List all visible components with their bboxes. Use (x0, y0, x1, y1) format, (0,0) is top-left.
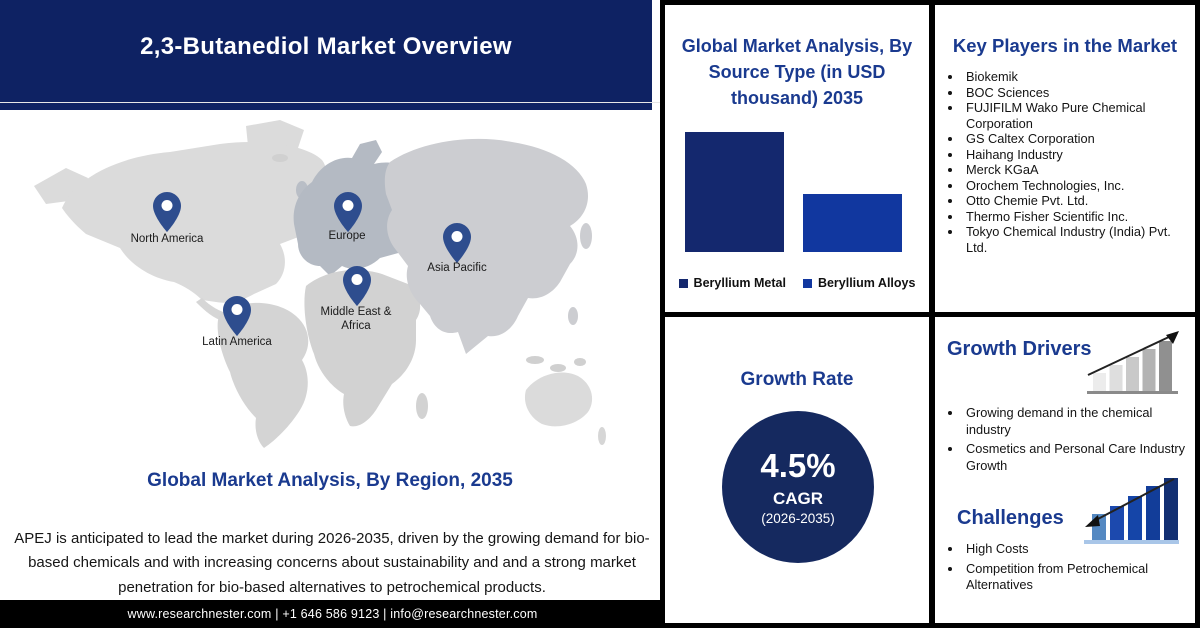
region-label-middle-east-africa: Middle East & Africa (320, 306, 392, 333)
key-players-panel: Key Players in the Market Biokemik BOC S… (935, 5, 1195, 312)
key-player-item: FUJIFILM Wako Pure Chemical Corporation (963, 100, 1189, 131)
legend-label: Beryllium Alloys (817, 276, 916, 290)
challenges-heading: Challenges (957, 507, 1064, 529)
region-chart-heading: Global Market Analysis, By Region, 2035 (147, 470, 513, 491)
challenges-bar-chart-down-arrow-icon (1084, 478, 1179, 544)
location-pin-icon (334, 192, 362, 232)
growth-rate-heading: Growth Rate (740, 369, 854, 390)
key-player-item: Thermo Fisher Scientific Inc. (963, 209, 1189, 225)
legend-entry-beryllium-alloys: Beryllium Alloys (802, 276, 916, 290)
key-player-item: Otto Chemie Pvt. Ltd. (963, 193, 1189, 209)
drivers-challenges-panel: Growth Drivers Growing demand in the che… (935, 317, 1195, 623)
region-label-north-america: North America (130, 233, 204, 245)
key-player-item: Biokemik (963, 69, 1189, 85)
key-player-item: Tokyo Chemical Industry (India) Pvt. Ltd… (963, 224, 1189, 255)
source-bar-chart (665, 62, 929, 252)
key-players-list: Biokemik BOC Sciences FUJIFILM Wako Pure… (943, 69, 1189, 255)
cagr-circle: 4.5% CAGR (2026-2035) (722, 411, 874, 563)
growth-drivers-list: Growing demand in the chemical industry … (945, 405, 1191, 477)
growth-drivers-heading: Growth Drivers (947, 338, 1092, 360)
growth-bar-chart-up-icon (1087, 331, 1179, 394)
region-pin-asia-pacific (443, 223, 471, 263)
challenge-item: High Costs (963, 541, 1191, 558)
region-label-asia-pacific: Asia Pacific (427, 262, 487, 274)
location-pin-icon (443, 223, 471, 263)
growth-driver-item: Cosmetics and Personal Care Industry Gro… (963, 441, 1191, 474)
challenge-item: Competition from Petrochemical Alternati… (963, 561, 1191, 594)
location-pin-icon (343, 266, 371, 306)
region-label-europe: Europe (328, 230, 366, 242)
continents (34, 120, 606, 448)
key-player-item: Haihang Industry (963, 147, 1189, 163)
bar-beryllium-metal (685, 132, 784, 252)
key-player-item: Merck KGaA (963, 162, 1189, 178)
map-panel-top-border (0, 102, 660, 103)
growth-rate-panel: Growth Rate 4.5% CAGR (2026-2035) (665, 317, 929, 623)
region-pin-north-america (153, 192, 181, 232)
legend-swatch-icon (802, 278, 812, 288)
region-pin-middle-east-africa (343, 266, 371, 306)
challenges-list: High Costs Competition from Petrochemica… (945, 541, 1191, 597)
region-pin-latin-america (223, 296, 251, 336)
source-type-chart-panel: Global Market Analysis, By Source Type (… (665, 5, 929, 312)
region-pin-europe (334, 192, 362, 232)
legend-entry-beryllium-metal: Beryllium Metal (678, 276, 786, 290)
source-chart-title: Global Market Analysis, By Source Type (… (681, 36, 913, 109)
market-overview-header: 2,3-Butanediol Market Overview (0, 0, 652, 110)
bar-beryllium-alloys (803, 194, 902, 252)
location-pin-icon (223, 296, 251, 336)
cagr-period: (2026-2035) (761, 510, 835, 526)
cagr-metric-label: CAGR (772, 488, 824, 508)
key-player-item: Orochem Technologies, Inc. (963, 178, 1189, 194)
legend-swatch-icon (678, 278, 688, 288)
footer-bar: www.researchnester.com | +1 646 586 9123… (0, 600, 665, 628)
footer-contact-text: www.researchnester.com | +1 646 586 9123… (127, 607, 538, 621)
region-label-latin-america: Latin America (202, 336, 272, 348)
region-description: APEJ is anticipated to lead the market d… (14, 530, 650, 596)
world-map (34, 120, 606, 448)
key-players-heading: Key Players in the Market (952, 35, 1178, 56)
cagr-value: 4.5% (760, 447, 836, 485)
chart-legend: Beryllium Metal Beryllium Alloys (665, 276, 929, 290)
page-title: 2,3-Butanediol Market Overview (140, 33, 512, 60)
growth-driver-item: Growing demand in the chemical industry (963, 405, 1191, 438)
legend-label: Beryllium Metal (693, 276, 786, 290)
key-player-item: GS Caltex Corporation (963, 131, 1189, 147)
location-pin-icon (153, 192, 181, 232)
key-player-item: BOC Sciences (963, 85, 1189, 101)
